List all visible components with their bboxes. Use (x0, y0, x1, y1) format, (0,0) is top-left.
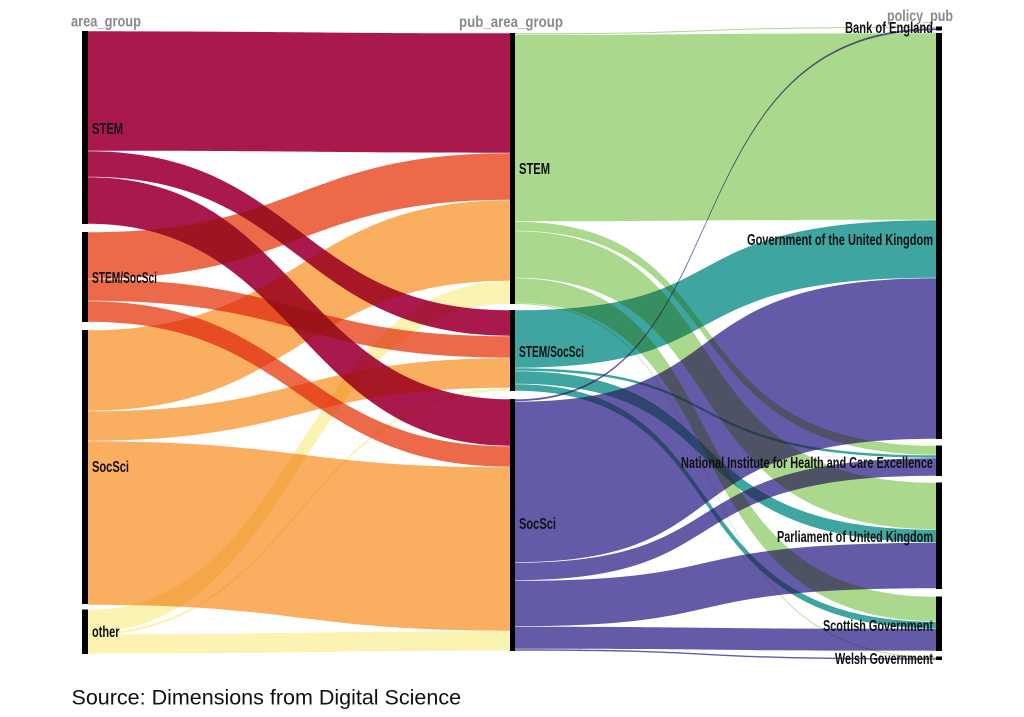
svg-text:STEM/SocSci: STEM/SocSci (519, 344, 584, 361)
svg-text:STEM: STEM (92, 121, 123, 138)
svg-text:Government of the United Kingd: Government of the United Kingdom (747, 232, 933, 249)
svg-text:Bank of England: Bank of England (845, 20, 933, 37)
svg-text:SocSci: SocSci (519, 516, 556, 533)
svg-text:STEM/SocSci: STEM/SocSci (92, 270, 157, 287)
svg-text:area_group: area_group (71, 14, 141, 31)
svg-text:policy_pub: policy_pub (887, 8, 953, 25)
svg-text:Scottish Government: Scottish Government (823, 618, 933, 635)
svg-text:National Institute for Health: National Institute for Health and Care E… (681, 455, 933, 472)
svg-text:Welsh Government: Welsh Government (835, 651, 934, 668)
svg-text:Parliament of United Kingdom: Parliament of United Kingdom (777, 529, 933, 546)
svg-text:SocSci: SocSci (92, 459, 129, 476)
svg-text:other: other (92, 624, 120, 641)
svg-text:Source: Dimensions from Digita: Source: Dimensions from Digital Science (72, 686, 462, 710)
svg-text:pub_area_group: pub_area_group (459, 14, 563, 31)
svg-text:STEM: STEM (519, 161, 550, 178)
